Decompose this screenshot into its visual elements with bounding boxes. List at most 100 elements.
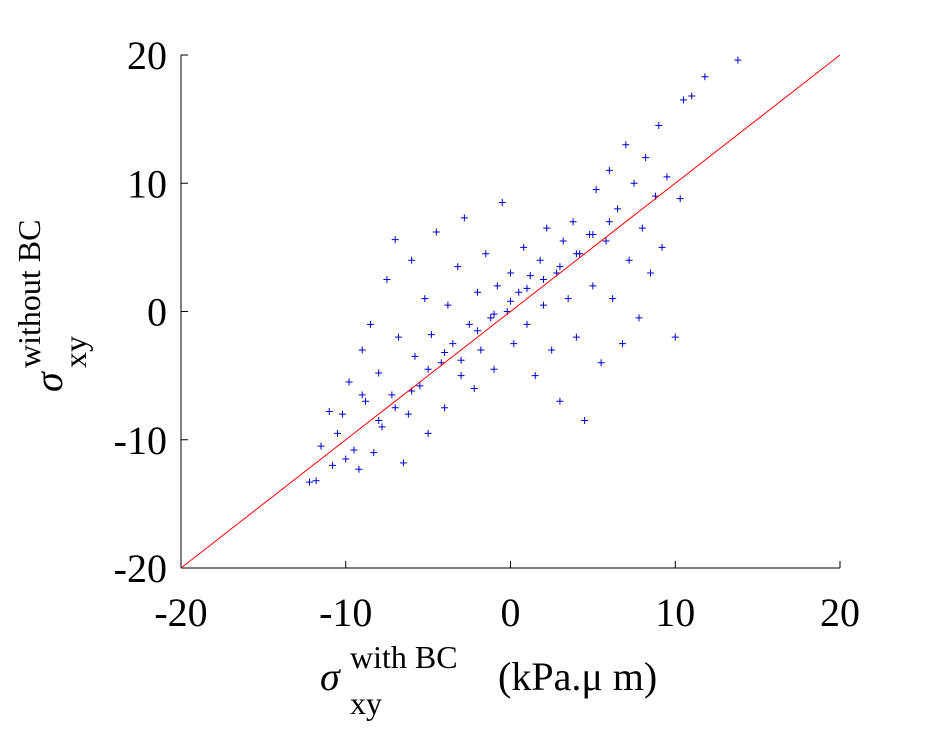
point <box>638 224 646 232</box>
point <box>358 391 366 399</box>
point <box>334 429 342 437</box>
point <box>543 224 551 232</box>
point <box>383 275 391 283</box>
point <box>605 218 613 226</box>
point <box>441 404 449 412</box>
point <box>375 369 383 377</box>
y-tick-label: -20 <box>114 546 167 591</box>
point <box>581 417 589 425</box>
point <box>482 250 490 258</box>
point <box>498 198 506 206</box>
point <box>589 282 597 290</box>
point <box>572 250 580 258</box>
point <box>394 333 402 341</box>
point <box>548 346 556 354</box>
reference-line <box>180 54 841 569</box>
point <box>416 382 424 390</box>
point <box>658 243 666 251</box>
point <box>569 218 577 226</box>
point <box>399 459 407 467</box>
point <box>329 461 337 469</box>
point <box>441 349 449 357</box>
point <box>536 256 544 264</box>
point <box>520 243 528 251</box>
point <box>432 228 440 236</box>
point <box>655 122 663 130</box>
point <box>619 340 627 348</box>
point <box>338 410 346 418</box>
point <box>424 429 432 437</box>
point <box>572 333 580 341</box>
point <box>592 186 600 194</box>
y-tick-label: 10 <box>127 161 167 206</box>
point <box>515 288 523 296</box>
point <box>556 263 564 271</box>
point <box>671 333 679 341</box>
point <box>614 205 622 213</box>
point <box>345 378 353 386</box>
point <box>465 320 473 328</box>
point <box>317 442 325 450</box>
x-label-symbol: σ <box>320 654 341 699</box>
point <box>457 356 465 364</box>
point <box>421 295 429 303</box>
point <box>477 346 485 354</box>
point <box>602 237 610 245</box>
point <box>539 301 547 309</box>
point <box>734 56 742 64</box>
point <box>306 478 314 486</box>
point <box>676 195 684 203</box>
point <box>457 372 465 380</box>
point <box>701 73 709 81</box>
point <box>325 408 333 416</box>
point <box>597 359 605 367</box>
point <box>688 92 696 100</box>
point <box>342 455 350 463</box>
point <box>370 449 378 457</box>
point <box>470 384 478 392</box>
y-tick-label: 20 <box>127 33 167 78</box>
point <box>625 256 633 264</box>
point <box>679 96 687 104</box>
y-axis-label: σ xy without BC <box>11 220 93 392</box>
x-axis-label: σ xy with BC (kPa.μ m) <box>320 639 657 721</box>
y-label-subscript: xy <box>57 336 93 368</box>
point <box>647 269 655 277</box>
point <box>663 173 671 181</box>
x-tick-label: -10 <box>319 590 372 635</box>
point <box>312 477 320 485</box>
y-label-symbol: σ <box>26 371 71 392</box>
point <box>487 314 495 322</box>
point <box>350 446 358 454</box>
point <box>507 269 514 277</box>
point <box>635 314 643 322</box>
point <box>474 288 482 296</box>
point <box>642 154 650 162</box>
x-tick-label: 0 <box>501 590 521 635</box>
point <box>391 236 399 244</box>
point <box>408 256 416 264</box>
point <box>539 275 547 283</box>
x-tick-label: -20 <box>154 590 207 635</box>
point <box>404 410 412 418</box>
point <box>622 141 630 149</box>
point <box>531 372 539 380</box>
point <box>605 166 613 174</box>
point <box>507 297 514 305</box>
point <box>427 331 435 339</box>
y-label-superscript: without BC <box>11 220 47 368</box>
point <box>388 391 396 399</box>
point <box>526 272 534 280</box>
point <box>609 295 617 303</box>
point <box>510 340 518 348</box>
point <box>559 237 567 245</box>
point <box>454 263 462 271</box>
point <box>493 282 501 290</box>
point <box>490 365 498 373</box>
point <box>523 320 531 328</box>
x-label-subscript: xy <box>350 685 382 721</box>
y-tick-label: 0 <box>147 290 167 335</box>
y-tick-label: -10 <box>114 418 167 463</box>
point <box>564 295 572 303</box>
